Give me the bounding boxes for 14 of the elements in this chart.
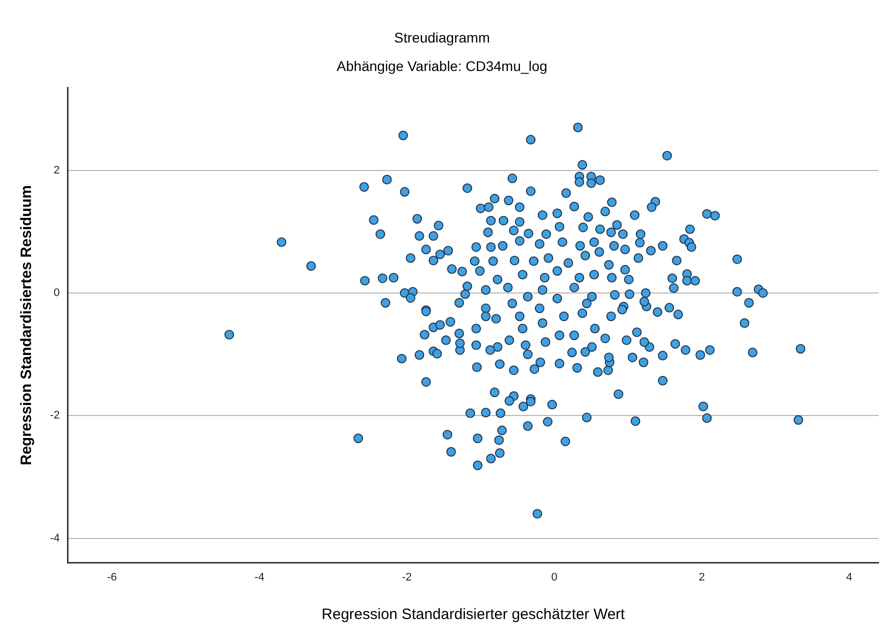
x-axis-title: Regression Standardisierter geschätzter Wert [322, 606, 626, 624]
x-tick-label: -6 [107, 571, 117, 584]
x-tick-label: 0 [551, 571, 558, 584]
chart-subtitle: Abhängige Variable: CD34mu_log [336, 58, 548, 74]
x-tick-label: -4 [254, 571, 264, 584]
y-tick-label: -2 [50, 410, 60, 422]
x-tick-label: 4 [846, 571, 852, 584]
x-tick-label: -2 [402, 571, 412, 584]
chart-title: Streudiagramm [394, 29, 490, 46]
y-tick-label: -4 [50, 532, 60, 544]
y-axis-title: Regression Standardisiertes Residuum [18, 185, 36, 466]
y-tick-label: 2 [54, 164, 60, 176]
y-tick-label: 0 [54, 287, 60, 300]
x-tick-label: 2 [698, 571, 705, 584]
